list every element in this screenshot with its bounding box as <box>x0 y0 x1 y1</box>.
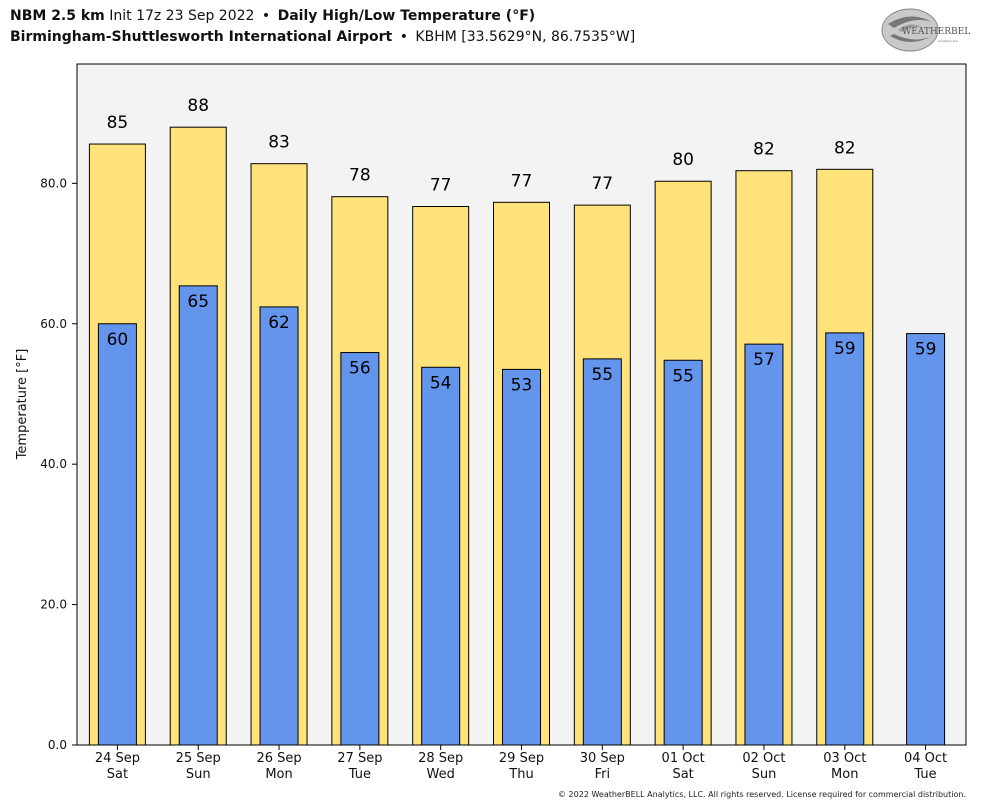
x-tick-label-date: 02 Oct <box>742 751 785 766</box>
low-bar <box>825 332 865 746</box>
low-value-label: 57 <box>753 350 775 370</box>
x-tick-label-weekday: Mon <box>831 767 858 782</box>
low-bar <box>663 359 703 746</box>
low-value-label: 56 <box>349 359 371 379</box>
high-value-label: 82 <box>753 140 775 160</box>
y-axis-label: Temperature [°F] <box>15 349 30 461</box>
bars-layer: 85 60 88 65 83 62 78 56 77 54 77 53 77 55 80 55 82 57 82 59… <box>88 96 946 746</box>
y-tick-label: 40.0 <box>40 457 67 471</box>
x-tick-label-weekday: Fri <box>595 767 611 782</box>
low-value-label: 53 <box>511 375 533 395</box>
y-tick-label: 60.0 <box>40 317 67 331</box>
low-bar <box>582 358 622 746</box>
station-info: KBHM [33.5629°N, 86.7535°W] <box>415 29 636 45</box>
low-value-label: 62 <box>268 313 290 333</box>
high-value-label: 78 <box>349 166 371 186</box>
logo-subtext: Analytics LLC <box>938 39 958 43</box>
x-tick-label-date: 27 Sep <box>337 751 382 766</box>
low-bar <box>502 368 541 746</box>
low-value-label: 59 <box>834 339 856 359</box>
x-tick-label-date: 03 Oct <box>823 751 866 766</box>
model-name: NBM 2.5 km <box>10 8 105 24</box>
high-value-label: 88 <box>187 96 209 116</box>
high-value-label: 77 <box>511 171 533 191</box>
x-tick-label-date: 25 Sep <box>176 751 221 766</box>
station-name: Birmingham-Shuttlesworth International A… <box>10 29 393 45</box>
x-tick-label-weekday: Mon <box>265 767 292 782</box>
x-tick-label-weekday: Tue <box>913 767 936 782</box>
low-value-label: 54 <box>430 373 452 393</box>
chart-header: NBM 2.5 km Init 17z 23 Sep 2022 • Daily … <box>10 6 864 48</box>
y-tick-label: 0.0 <box>48 738 67 752</box>
y-tick-label: 80.0 <box>40 176 67 190</box>
low-bar <box>906 333 946 746</box>
header-line-2: Birmingham-Shuttlesworth International A… <box>10 27 864 48</box>
low-bar <box>259 306 299 746</box>
low-value-label: 65 <box>187 292 209 312</box>
x-tick-label-date: 28 Sep <box>418 751 463 766</box>
copyright-notice: © 2022 WeatherBELL Analytics, LLC. All r… <box>558 790 966 799</box>
weatherbell-logo: WEATHERBELL Analytics LLC <box>881 8 970 52</box>
logo-text: WEATHERBELL <box>902 27 970 37</box>
low-bar <box>421 366 461 746</box>
x-tick-label-weekday: Sun <box>186 767 211 782</box>
x-tick-label-date: 26 Sep <box>256 751 301 766</box>
x-tick-label-weekday: Sat <box>107 767 128 782</box>
low-value-label: 60 <box>107 330 129 350</box>
x-tick-label-weekday: Sun <box>752 767 777 782</box>
low-value-label: 55 <box>591 365 613 385</box>
high-value-label: 82 <box>834 138 856 158</box>
x-tick-label-date: 01 Oct <box>662 751 705 766</box>
x-tick-label-weekday: Thu <box>508 767 533 782</box>
y-tick-label: 20.0 <box>40 598 67 612</box>
x-tick-label-weekday: Tue <box>348 767 371 782</box>
low-bar <box>744 343 784 746</box>
x-tick-label-weekday: Wed <box>427 767 455 782</box>
low-value-label: 55 <box>672 366 694 386</box>
x-tick-label-date: 29 Sep <box>499 751 544 766</box>
high-value-label: 77 <box>430 176 452 196</box>
x-tick-label-date: 24 Sep <box>95 751 140 766</box>
init-time: Init 17z 23 Sep 2022 <box>109 8 255 24</box>
bullet-separator-2: • <box>399 29 408 45</box>
x-tick-label-date: 04 Oct <box>904 751 947 766</box>
low-bar <box>178 285 218 746</box>
bullet-separator: • <box>261 8 271 24</box>
x-tick-label-date: 30 Sep <box>580 751 625 766</box>
low-bar <box>340 352 380 746</box>
high-value-label: 83 <box>268 133 290 153</box>
low-bar <box>97 323 137 746</box>
header-line-1: NBM 2.5 km Init 17z 23 Sep 2022 • Daily … <box>10 6 864 27</box>
x-tick-label-weekday: Sat <box>672 767 693 782</box>
high-value-label: 85 <box>107 113 129 133</box>
high-value-label: 77 <box>591 174 613 194</box>
low-value-label: 59 <box>915 340 937 360</box>
high-value-label: 80 <box>672 150 694 170</box>
product-title: Daily High/Low Temperature (°F) <box>277 8 536 24</box>
